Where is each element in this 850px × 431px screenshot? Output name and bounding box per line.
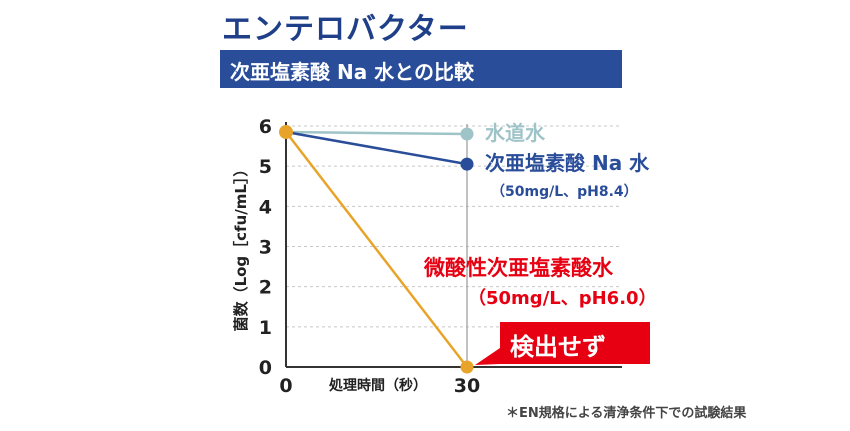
- y-tick-label: 2: [259, 277, 272, 299]
- subtitle-text: 次亜塩素酸 Na 水との比較: [230, 60, 474, 84]
- test-condition-footnote: ＊EN規格による清浄条件下での試験結果: [506, 406, 747, 421]
- y-tick-label: 4: [259, 196, 272, 218]
- y-tick-label: 0: [259, 357, 272, 379]
- series-label: 次亜塩素酸 Na 水: [485, 151, 650, 175]
- y-tick-label: 6: [259, 116, 272, 138]
- x-tick-label: 0: [279, 375, 292, 397]
- x-tick-label: 30: [454, 375, 480, 397]
- start-data-point: [279, 125, 293, 140]
- y-axis-label: 菌数（Log［cfu/mL］）: [232, 162, 250, 332]
- chart-points: [279, 125, 474, 374]
- series-line: [285, 130, 468, 166]
- page-title: エンテロバクター: [222, 12, 469, 47]
- chart-series: [285, 130, 468, 368]
- chart-axes: [285, 122, 622, 368]
- data-point: [460, 360, 474, 374]
- y-tick-label: 3: [259, 237, 272, 259]
- series-line: [285, 131, 468, 368]
- x-axis-label: 処理時間（秒）: [328, 377, 427, 394]
- series-label: 水道水: [485, 121, 546, 145]
- y-tick-label: 5: [259, 156, 272, 178]
- data-point: [460, 157, 474, 171]
- series-label: 微酸性次亜塩素酸水: [423, 256, 614, 280]
- chart-ticks: 0 1 2 3 4 5 6 0 30: [259, 116, 480, 397]
- subtitle-banner: 次亜塩素酸 Na 水との比較: [220, 50, 622, 88]
- series-detail: （50mg/L、pH6.0）: [468, 288, 657, 309]
- series-line: [285, 130, 468, 136]
- data-point: [460, 127, 474, 141]
- y-tick-label: 1: [259, 317, 272, 339]
- series-detail: （50mg/L、pH8.4）: [491, 184, 638, 200]
- badge-pointer: [475, 348, 500, 365]
- not-detected-label: 検出せず: [510, 333, 606, 361]
- not-detected-badge: 検出せず: [500, 322, 650, 364]
